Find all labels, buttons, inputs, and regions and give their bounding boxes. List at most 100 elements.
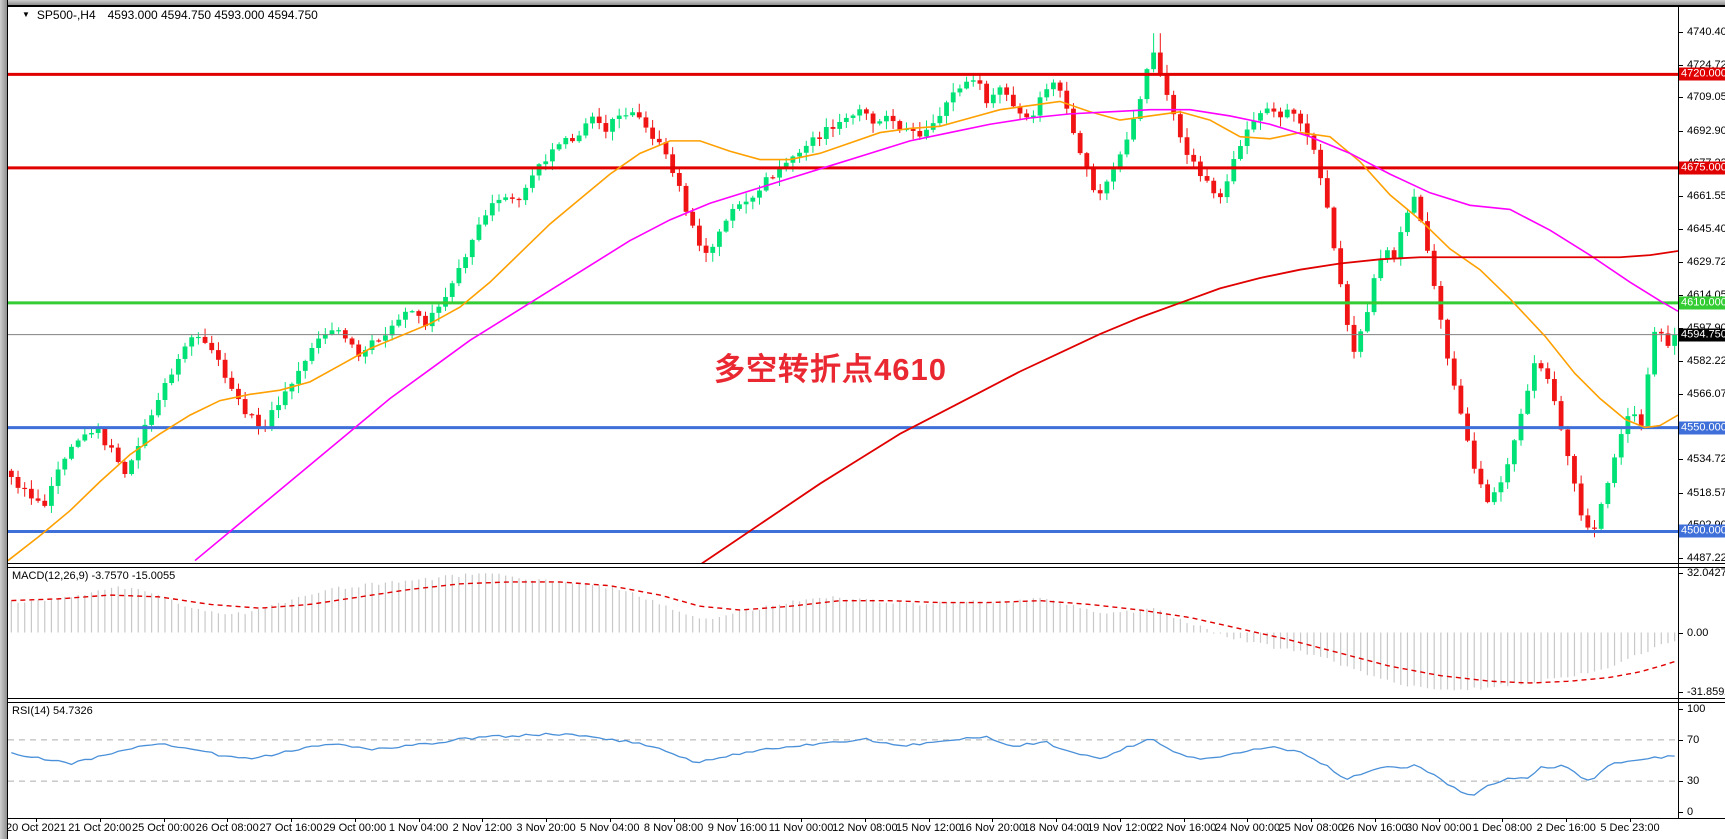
price-axis-border [1678,6,1679,818]
time-axis-tick [1311,818,1312,822]
price-badge-4500.000: 4500.000 [1679,524,1725,538]
medium-moving-average-line [194,108,1678,562]
time-axis-tick [355,818,356,822]
price-axis-tick [1679,97,1683,98]
price-axis-tick [1679,361,1683,362]
rsi-indicator-label: RSI(14) 54.7326 [12,705,93,717]
time-axis-label: 16 Nov 20:00 [959,822,1026,834]
time-axis-label: 20 Oct 2021 [6,822,66,834]
price-axis-tick [1679,558,1683,559]
time-axis-label: 2 Nov 12:00 [452,822,512,834]
candlestick-series [8,33,1678,538]
time-axis-label: 29 Oct 00:00 [323,822,387,834]
time-axis-label: 1 Nov 04:00 [388,822,449,834]
time-axis-tick [419,818,420,822]
time-axis-label: 22 Nov 16:00 [1150,822,1217,834]
macd-axis-label: 32.0427 [1687,566,1725,579]
rsi-axis-tick [1679,709,1683,710]
price-axis-label: 4534.725 [1687,453,1725,466]
time-axis-label: 25 Oct 00:00 [132,822,196,834]
time-axis-label: 5 Dec 23:00 [1600,822,1660,834]
time-axis-tick [610,818,611,822]
chart-annotation-text: 多空转折点4610 [714,352,947,387]
time-axis-tick [1502,818,1503,822]
price-axis-tick [1679,229,1683,230]
chart-header: ▼ SP500-,H4 4593.000 4594.750 4593.000 459… [22,8,318,22]
time-axis-label: 15 Nov 12:00 [895,822,962,834]
price-axis-label: 4487.225 [1687,552,1725,565]
time-axis-tick [1120,818,1121,822]
time-axis-label: 11 Nov 00:00 [768,822,834,834]
price-axis-label: 4582.225 [1687,354,1725,367]
price-badge-4594.750: 4594.750 [1679,328,1725,342]
time-axis-border [0,818,1725,819]
time-axis-label: 19 Nov 12:00 [1087,822,1153,834]
rsi-axis-label: 0 [1687,806,1694,818]
time-axis-tick [1630,818,1631,822]
time-axis-tick [1184,818,1185,822]
time-axis-label: 9 Nov 16:00 [707,822,768,834]
main-macd-separator-a[interactable] [0,563,1725,564]
time-axis-tick [1566,818,1567,822]
time-axis-label: 30 Nov 00:00 [1406,822,1472,834]
price-axis-label: 4566.075 [1687,388,1725,401]
macd-axis-label: -31.8592 [1687,686,1725,699]
time-axis-label: 5 Nov 04:00 [580,822,640,834]
time-axis-tick [1247,818,1248,822]
rsi-axis-tick [1679,812,1683,813]
main-price-panel[interactable] [8,33,1678,591]
time-axis-label: 25 Nov 08:00 [1278,822,1344,834]
time-axis-tick [929,818,930,822]
time-axis-tick [865,818,866,822]
time-axis-tick [1056,818,1057,822]
time-axis-label: 26 Oct 08:00 [195,822,259,834]
macd-rsi-separator-a[interactable] [0,698,1725,699]
time-axis-label: 1 Dec 08:00 [1472,822,1533,834]
time-axis-tick [737,818,738,822]
time-axis-tick [546,818,547,822]
rsi-axis-tick [1679,781,1683,782]
time-axis-label: 12 Nov 08:00 [832,822,898,834]
time-axis-tick [992,818,993,822]
time-axis-label: 3 Nov 20:00 [516,822,576,834]
price-axis-label: 4518.575 [1687,486,1725,499]
price-axis-label: 4709.050 [1687,91,1725,104]
price-badge-4720.000: 4720.000 [1679,67,1725,81]
rsi-axis-label: 70 [1687,733,1700,746]
time-axis-label: 27 Oct 16:00 [259,822,323,834]
macd-axis-label: 0.00 [1687,626,1709,639]
price-axis-label: 4629.725 [1687,255,1725,268]
rsi-panel[interactable] [8,732,1678,796]
symbol-dropdown-icon[interactable]: ▼ [22,10,30,19]
price-axis-label: 4692.900 [1687,124,1725,137]
time-axis-tick [100,818,101,822]
symbol-label: SP500-,H4 [36,8,96,22]
time-axis-label: 24 Nov 00:00 [1214,822,1281,834]
time-axis-tick [291,818,292,822]
main-macd-separator-b[interactable] [0,567,1725,568]
fast-moving-average-line [8,100,1678,562]
time-axis-label: 21 Oct 20:00 [68,822,132,834]
price-axis-label: 4645.400 [1687,223,1725,236]
time-axis-tick [801,818,802,822]
price-axis-label: 4661.550 [1687,189,1725,202]
time-axis-label: 18 Nov 04:00 [1023,822,1089,834]
price-badge-4675.000: 4675.000 [1679,161,1725,175]
price-axis-tick [1679,459,1683,460]
main-panel-top-border [0,6,1725,7]
time-axis-tick [164,818,165,822]
price-axis-tick [1679,65,1683,66]
time-axis-label: 2 Dec 16:00 [1536,822,1596,834]
price-axis-tick [1679,394,1683,395]
price-badge-4550.000: 4550.000 [1679,421,1725,435]
price-axis-tick [1679,262,1683,263]
macd-signal-line [11,581,1675,684]
time-axis-tick [36,818,37,822]
window-left-border [0,0,8,839]
rsi-line [11,732,1675,796]
time-axis-tick [482,818,483,822]
price-axis-label: 4724.725 [1687,58,1725,71]
macd-rsi-separator-b[interactable] [0,702,1725,703]
macd-panel[interactable] [10,573,1676,691]
